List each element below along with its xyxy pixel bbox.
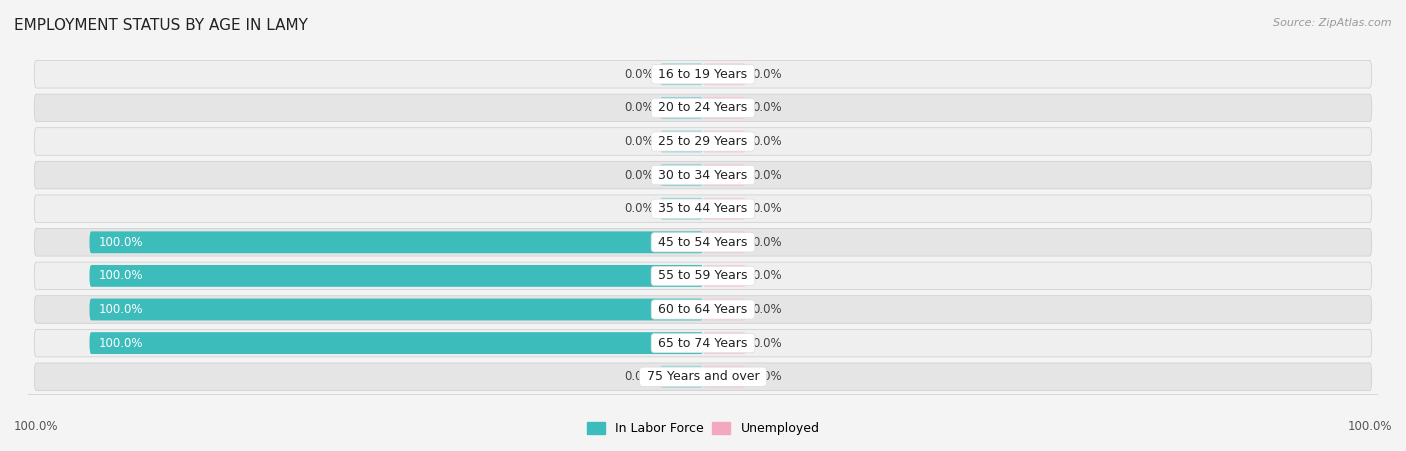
- Text: 0.0%: 0.0%: [624, 370, 654, 383]
- FancyBboxPatch shape: [34, 195, 1372, 222]
- Text: 0.0%: 0.0%: [752, 269, 782, 282]
- Text: 25 to 29 Years: 25 to 29 Years: [654, 135, 752, 148]
- Text: 55 to 59 Years: 55 to 59 Years: [654, 269, 752, 282]
- FancyBboxPatch shape: [34, 161, 1372, 189]
- Text: 100.0%: 100.0%: [14, 420, 59, 433]
- FancyBboxPatch shape: [90, 332, 703, 354]
- FancyBboxPatch shape: [659, 131, 703, 152]
- FancyBboxPatch shape: [90, 265, 703, 287]
- Text: 0.0%: 0.0%: [752, 68, 782, 81]
- Text: 20 to 24 Years: 20 to 24 Years: [654, 101, 752, 115]
- Text: 0.0%: 0.0%: [752, 370, 782, 383]
- FancyBboxPatch shape: [659, 97, 703, 119]
- Text: 0.0%: 0.0%: [752, 336, 782, 350]
- FancyBboxPatch shape: [659, 164, 703, 186]
- Text: 100.0%: 100.0%: [98, 269, 143, 282]
- Text: Source: ZipAtlas.com: Source: ZipAtlas.com: [1274, 18, 1392, 28]
- Text: 35 to 44 Years: 35 to 44 Years: [654, 202, 752, 215]
- FancyBboxPatch shape: [703, 332, 747, 354]
- Text: 0.0%: 0.0%: [752, 135, 782, 148]
- Text: 0.0%: 0.0%: [752, 202, 782, 215]
- FancyBboxPatch shape: [34, 229, 1372, 256]
- FancyBboxPatch shape: [703, 131, 747, 152]
- FancyBboxPatch shape: [703, 164, 747, 186]
- Text: 0.0%: 0.0%: [624, 101, 654, 115]
- FancyBboxPatch shape: [659, 366, 703, 388]
- Text: 100.0%: 100.0%: [98, 236, 143, 249]
- Text: 100.0%: 100.0%: [98, 303, 143, 316]
- Text: 16 to 19 Years: 16 to 19 Years: [654, 68, 752, 81]
- FancyBboxPatch shape: [34, 60, 1372, 88]
- FancyBboxPatch shape: [90, 231, 703, 253]
- FancyBboxPatch shape: [703, 231, 747, 253]
- FancyBboxPatch shape: [659, 198, 703, 220]
- Text: 100.0%: 100.0%: [98, 336, 143, 350]
- Text: 75 Years and over: 75 Years and over: [643, 370, 763, 383]
- FancyBboxPatch shape: [90, 299, 703, 320]
- FancyBboxPatch shape: [703, 198, 747, 220]
- Text: 65 to 74 Years: 65 to 74 Years: [654, 336, 752, 350]
- Text: 0.0%: 0.0%: [752, 101, 782, 115]
- Text: EMPLOYMENT STATUS BY AGE IN LAMY: EMPLOYMENT STATUS BY AGE IN LAMY: [14, 18, 308, 33]
- FancyBboxPatch shape: [703, 265, 747, 287]
- FancyBboxPatch shape: [34, 262, 1372, 290]
- Text: 0.0%: 0.0%: [624, 135, 654, 148]
- FancyBboxPatch shape: [703, 366, 747, 388]
- FancyBboxPatch shape: [34, 296, 1372, 323]
- Text: 0.0%: 0.0%: [624, 68, 654, 81]
- Text: 0.0%: 0.0%: [752, 236, 782, 249]
- Text: 0.0%: 0.0%: [752, 303, 782, 316]
- Text: 0.0%: 0.0%: [752, 169, 782, 182]
- Legend: In Labor Force, Unemployed: In Labor Force, Unemployed: [586, 422, 820, 435]
- Text: 0.0%: 0.0%: [624, 169, 654, 182]
- FancyBboxPatch shape: [34, 329, 1372, 357]
- FancyBboxPatch shape: [703, 97, 747, 119]
- Text: 0.0%: 0.0%: [624, 202, 654, 215]
- Text: 45 to 54 Years: 45 to 54 Years: [654, 236, 752, 249]
- FancyBboxPatch shape: [34, 128, 1372, 155]
- FancyBboxPatch shape: [703, 63, 747, 85]
- FancyBboxPatch shape: [703, 299, 747, 320]
- FancyBboxPatch shape: [34, 94, 1372, 122]
- Text: 30 to 34 Years: 30 to 34 Years: [654, 169, 752, 182]
- FancyBboxPatch shape: [659, 63, 703, 85]
- Text: 60 to 64 Years: 60 to 64 Years: [654, 303, 752, 316]
- FancyBboxPatch shape: [34, 363, 1372, 391]
- Text: 100.0%: 100.0%: [1347, 420, 1392, 433]
